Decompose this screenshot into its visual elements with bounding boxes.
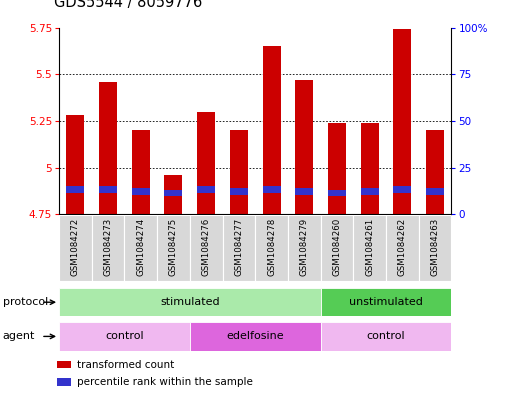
Text: unstimulated: unstimulated xyxy=(349,297,423,307)
Bar xyxy=(393,29,411,214)
Text: GSM1084277: GSM1084277 xyxy=(234,218,243,276)
Text: percentile rank within the sample: percentile rank within the sample xyxy=(77,377,253,387)
Bar xyxy=(132,130,150,214)
Text: GSM1084278: GSM1084278 xyxy=(267,218,276,276)
Bar xyxy=(99,82,117,214)
Bar xyxy=(230,188,248,195)
Text: GSM1084273: GSM1084273 xyxy=(104,218,112,276)
Text: protocol: protocol xyxy=(3,297,48,307)
Bar xyxy=(386,215,419,281)
Bar xyxy=(426,188,444,195)
Text: GSM1084260: GSM1084260 xyxy=(332,218,342,276)
Bar xyxy=(328,190,346,196)
Bar xyxy=(393,186,411,193)
Text: control: control xyxy=(105,331,144,342)
Text: GSM1084262: GSM1084262 xyxy=(398,218,407,276)
Text: GSM1084275: GSM1084275 xyxy=(169,218,178,276)
Bar xyxy=(124,215,157,281)
Bar xyxy=(361,123,379,214)
Text: GSM1084276: GSM1084276 xyxy=(202,218,211,276)
Bar xyxy=(157,215,190,281)
Bar xyxy=(295,188,313,195)
Bar xyxy=(59,322,190,351)
Bar xyxy=(99,186,117,193)
Bar xyxy=(255,215,288,281)
Bar xyxy=(295,80,313,214)
Bar xyxy=(92,215,125,281)
Bar xyxy=(230,130,248,214)
Bar xyxy=(59,288,321,316)
Bar xyxy=(361,188,379,195)
Bar xyxy=(57,378,71,386)
Bar xyxy=(66,186,84,193)
Bar xyxy=(288,215,321,281)
Bar xyxy=(59,215,92,281)
Text: stimulated: stimulated xyxy=(160,297,220,307)
Bar xyxy=(190,322,321,351)
Bar xyxy=(190,215,223,281)
Bar xyxy=(165,175,183,214)
Bar xyxy=(353,215,386,281)
Text: agent: agent xyxy=(3,331,35,342)
Bar xyxy=(165,190,183,196)
Text: GSM1084261: GSM1084261 xyxy=(365,218,374,276)
Bar xyxy=(263,186,281,193)
Bar xyxy=(263,46,281,214)
Text: transformed count: transformed count xyxy=(77,360,174,370)
Text: GSM1084263: GSM1084263 xyxy=(430,218,440,276)
Text: GSM1084272: GSM1084272 xyxy=(71,218,80,276)
Bar xyxy=(321,215,353,281)
Bar xyxy=(321,322,451,351)
Bar xyxy=(426,130,444,214)
Text: GSM1084274: GSM1084274 xyxy=(136,218,145,276)
Bar xyxy=(321,288,451,316)
Bar xyxy=(419,215,451,281)
Bar xyxy=(132,188,150,195)
Text: GSM1084279: GSM1084279 xyxy=(300,218,309,276)
Bar xyxy=(57,361,71,368)
Text: edelfosine: edelfosine xyxy=(226,331,284,342)
Bar xyxy=(328,123,346,214)
Bar xyxy=(197,186,215,193)
Text: GDS5544 / 8059776: GDS5544 / 8059776 xyxy=(54,0,202,10)
Bar xyxy=(223,215,255,281)
Bar xyxy=(197,112,215,214)
Text: control: control xyxy=(367,331,405,342)
Bar xyxy=(66,115,84,214)
